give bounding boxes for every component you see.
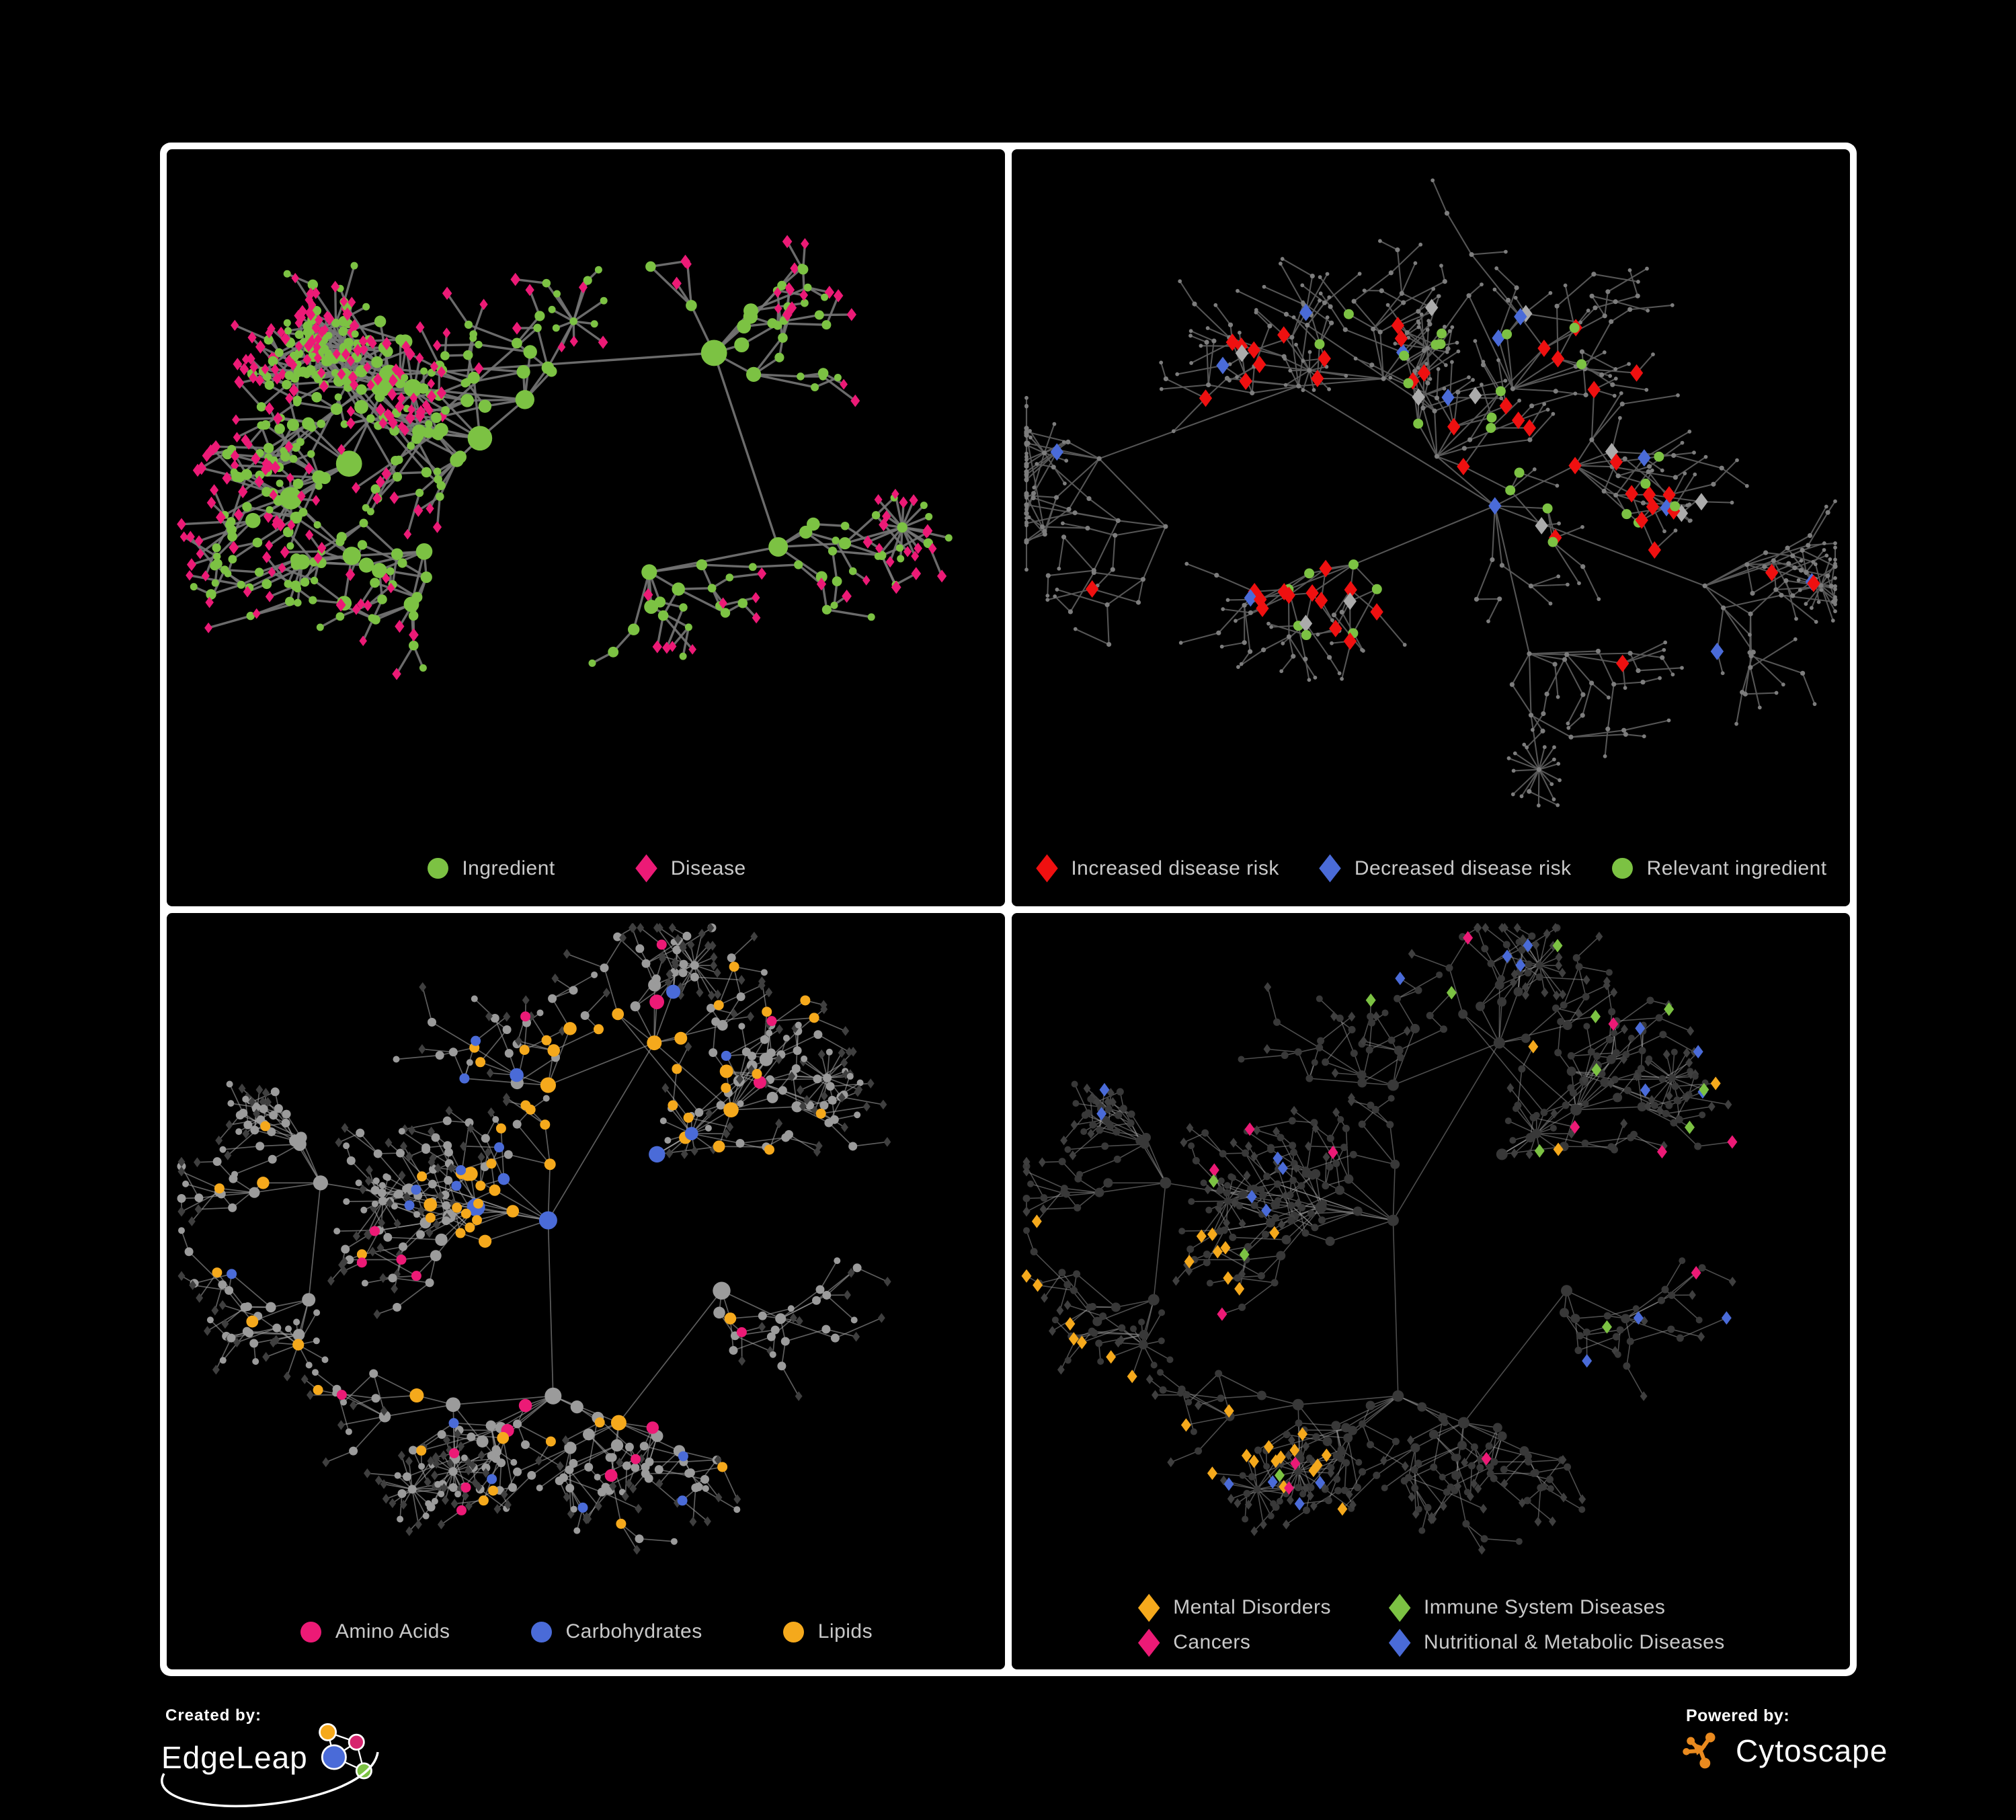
legend-item-disease: Disease (635, 854, 746, 883)
cancers-diamond-icon (1137, 1628, 1161, 1657)
legend-item-relevant-ingredient: Relevant ingredient (1611, 857, 1827, 881)
legend-item-amino-acids: Amino Acids (299, 1620, 450, 1644)
legend-item-nutritional-metabolic-diseases: Nutritional & Metabolic Diseases (1387, 1628, 1725, 1657)
increased-risk-diamond-icon (1035, 854, 1059, 883)
edgeleap-network-icon (318, 1723, 372, 1780)
edgeleap-credit: Created by: EdgeLeap (161, 1706, 403, 1814)
network-graph-disease-risk (1024, 178, 1838, 807)
legend-nutrient-classes: Amino Acids Carbohydrates Lipids (167, 1620, 1005, 1644)
created-by-label: Created by: (165, 1706, 262, 1725)
legend-label: Carbohydrates (565, 1620, 702, 1643)
carbohydrates-circle-icon (529, 1620, 553, 1644)
decreased-risk-diamond-icon (1318, 854, 1342, 883)
legend-label: Cancers (1173, 1631, 1251, 1653)
legend-item-decreased-risk: Decreased disease risk (1318, 854, 1572, 883)
legend-label: Ingredient (462, 857, 555, 879)
immune-system-diseases-diamond-icon (1387, 1593, 1412, 1622)
legend-disease-risk: Increased disease risk Decreased disease… (1012, 854, 1850, 883)
powered-by-label: Powered by: (1686, 1706, 1790, 1725)
legend-label: Relevant ingredient (1646, 857, 1827, 879)
legend-item-mental-disorders: Mental Disorders (1137, 1593, 1331, 1622)
legend-disease-categories: Mental Disorders Immune System Diseases … (1137, 1593, 1725, 1657)
network-graph-disease-categories (1021, 922, 1738, 1554)
network-graph-ingredient-disease (177, 235, 953, 680)
legend-label: Decreased disease risk (1354, 857, 1572, 879)
ingredient-circle-icon (426, 857, 450, 881)
legend-item-increased-risk: Increased disease risk (1035, 854, 1279, 883)
panel-ingredient-disease: Ingredient Disease (167, 149, 1005, 906)
legend-item-lipids: Lipids (782, 1620, 873, 1644)
legend-item-carbohydrates: Carbohydrates (529, 1620, 702, 1644)
legend-label: Mental Disorders (1173, 1596, 1331, 1618)
legend-item-immune-system-diseases: Immune System Diseases (1387, 1593, 1725, 1622)
edgeleap-wordmark: EdgeLeap (161, 1740, 308, 1775)
panel-nutrient-classes: Amino Acids Carbohydrates Lipids (167, 912, 1005, 1669)
legend-label: Nutritional & Metabolic Diseases (1423, 1631, 1725, 1653)
disease-diamond-icon (635, 854, 659, 883)
cytoscape-credit: Powered by: Cytoscape (1682, 1706, 1910, 1773)
cytoscape-network-icon (1683, 1732, 1716, 1769)
panel-disease-categories: Mental Disorders Immune System Diseases … (1012, 912, 1850, 1669)
amino-acids-circle-icon (299, 1620, 323, 1644)
legend-item-ingredient: Ingredient (426, 857, 555, 881)
lipids-circle-icon (782, 1620, 806, 1644)
legend-label: Disease (670, 857, 746, 879)
panel-disease-risk: Increased disease risk Decreased disease… (1012, 149, 1850, 906)
mental-disorders-diamond-icon (1137, 1593, 1161, 1622)
network-graph-nutrient-classes (177, 922, 891, 1554)
legend-label: Increased disease risk (1071, 857, 1279, 879)
legend-label: Amino Acids (335, 1620, 450, 1643)
legend-label: Immune System Diseases (1423, 1596, 1666, 1618)
cytoscape-wordmark: Cytoscape (1736, 1733, 1888, 1768)
nutritional-metabolic-diseases-diamond-icon (1387, 1628, 1412, 1657)
figure-board: Ingredient Disease Increased disease ris… (160, 143, 1857, 1676)
relevant-ingredient-circle-icon (1611, 857, 1635, 881)
legend-ingredient-disease: Ingredient Disease (167, 854, 1005, 883)
legend-item-cancers: Cancers (1137, 1628, 1331, 1657)
legend-label: Lipids (817, 1620, 873, 1643)
